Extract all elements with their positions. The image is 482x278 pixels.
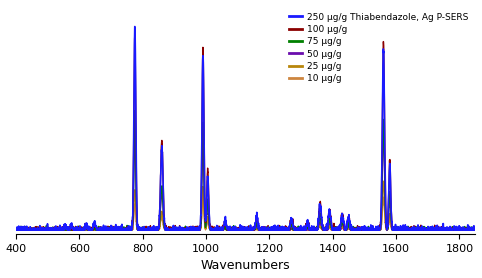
250 μg/g Thiabendazole, Ag P-SERS [472,228,478,232]
50 μg/g [13,228,19,231]
50 μg/g [380,129,386,133]
100 μg/g [132,31,138,34]
25 μg/g [381,180,387,183]
10 μg/g [464,228,469,232]
10 μg/g [13,228,19,232]
75 μg/g [13,226,19,230]
10 μg/g [189,226,195,229]
50 μg/g [472,227,478,230]
100 μg/g [210,227,215,230]
75 μg/g [93,228,99,231]
Legend: 250 μg/g Thiabendazole, Ag P-SERS, 100 μg/g, 75 μg/g, 50 μg/g, 25 μg/g, 10 μg/g: 250 μg/g Thiabendazole, Ag P-SERS, 100 μ… [286,10,471,86]
25 μg/g [66,226,71,229]
Line: 25 μg/g: 25 μg/g [16,181,475,230]
25 μg/g [472,228,478,232]
50 μg/g [209,228,215,232]
100 μg/g [472,227,478,230]
250 μg/g Thiabendazole, Ag P-SERS [132,25,138,28]
50 μg/g [414,228,420,232]
10 μg/g [209,228,215,232]
75 μg/g [132,109,138,112]
75 μg/g [13,228,19,232]
25 μg/g [189,228,195,232]
250 μg/g Thiabendazole, Ag P-SERS [189,226,195,229]
10 μg/g [414,228,420,232]
Line: 100 μg/g: 100 μg/g [16,33,475,230]
75 μg/g [464,225,469,229]
250 μg/g Thiabendazole, Ag P-SERS [414,228,420,232]
10 μg/g [93,227,99,230]
75 μg/g [414,228,420,232]
100 μg/g [13,227,19,230]
250 μg/g Thiabendazole, Ag P-SERS [13,228,19,232]
10 μg/g [381,195,387,199]
75 μg/g [210,228,215,231]
10 μg/g [66,228,71,232]
25 μg/g [414,228,420,232]
Line: 10 μg/g: 10 μg/g [16,197,475,230]
Line: 50 μg/g: 50 μg/g [16,131,475,230]
250 μg/g Thiabendazole, Ag P-SERS [209,227,215,231]
25 μg/g [93,226,99,229]
100 μg/g [189,228,195,232]
250 μg/g Thiabendazole, Ag P-SERS [93,225,99,228]
100 μg/g [66,226,71,230]
50 μg/g [66,228,71,232]
250 μg/g Thiabendazole, Ag P-SERS [66,227,71,231]
X-axis label: Wavenumbers: Wavenumbers [201,259,291,272]
Line: 250 μg/g Thiabendazole, Ag P-SERS: 250 μg/g Thiabendazole, Ag P-SERS [16,27,475,230]
25 μg/g [209,228,215,232]
Line: 75 μg/g: 75 μg/g [16,111,475,230]
100 μg/g [464,228,469,232]
25 μg/g [13,228,19,232]
100 μg/g [414,228,420,232]
100 μg/g [13,228,19,232]
75 μg/g [66,228,71,232]
25 μg/g [464,228,469,231]
75 μg/g [189,228,195,232]
50 μg/g [93,228,99,231]
50 μg/g [189,227,195,230]
50 μg/g [464,227,469,231]
75 μg/g [472,228,478,231]
10 μg/g [472,228,478,231]
250 μg/g Thiabendazole, Ag P-SERS [464,228,469,232]
100 μg/g [93,224,99,227]
50 μg/g [13,228,19,232]
